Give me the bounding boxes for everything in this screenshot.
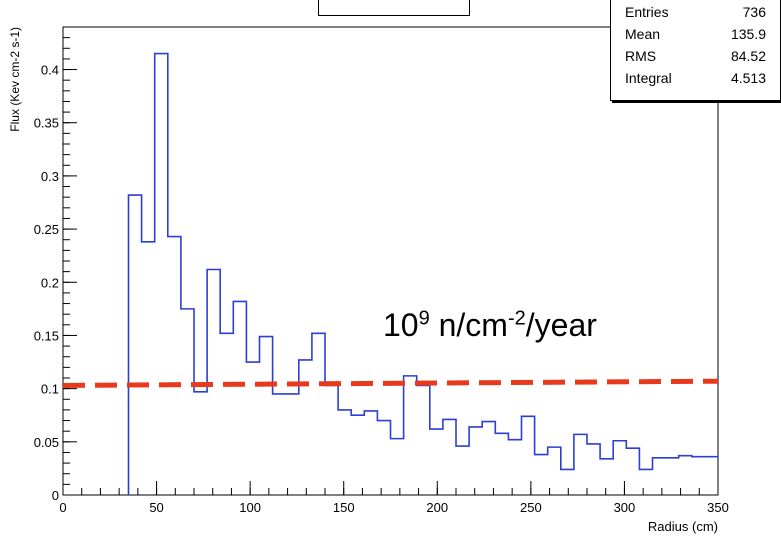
x-tick-label: 200: [426, 500, 448, 515]
x-tick-label: 100: [239, 500, 261, 515]
threshold-dashed-line: [62, 378, 719, 388]
annotation-unit: n/cm: [429, 307, 508, 343]
flux-threshold-annotation: 109 n/cm-2/year: [383, 307, 597, 344]
y-tick-label: 0.2: [41, 275, 59, 290]
title-box: [318, 0, 470, 16]
y-tick-label: 0: [52, 488, 59, 503]
y-tick-label: 0.1: [41, 382, 59, 397]
stats-value: 84.52: [730, 48, 766, 64]
y-tick-label: 0.35: [34, 116, 59, 131]
y-axis-title: Flux (Kev cm-2 s-1): [8, 27, 22, 132]
axis-labels: 0 0.05 0.1 0.15 0.2 0.25 0.3 0.35 0.4 0 50 100 150 20…: [8, 27, 729, 534]
annotation-base: 10: [383, 307, 419, 343]
y-tick-label: 0.4: [41, 63, 59, 78]
x-tick-label: 50: [149, 500, 163, 515]
stats-key: Entries: [625, 4, 669, 20]
stats-key: RMS: [625, 48, 657, 64]
x-axis-title: Radius (cm): [648, 519, 718, 534]
stats-row-mean: Mean 135.9: [611, 26, 780, 43]
stats-key: Integral: [625, 70, 672, 86]
histogram-series: [127, 52, 718, 495]
stats-box: Entries 736 Mean 135.9 RMS 84.52 Integra…: [610, 0, 781, 101]
x-tick-label: 350: [707, 500, 729, 515]
x-tick-label: 300: [614, 500, 636, 515]
y-tick-label: 0.15: [34, 328, 59, 343]
annotation-unit-exponent: -2: [507, 307, 526, 330]
stats-value: 135.9: [730, 26, 766, 42]
stats-key: Mean: [625, 26, 661, 42]
histogram-outline: [127, 52, 718, 495]
annotation-tail: /year: [525, 307, 597, 343]
stats-value: 4.513: [730, 70, 766, 86]
stats-row-integral: Integral 4.513: [611, 70, 780, 87]
stats-row-rms: RMS 84.52: [611, 48, 780, 65]
x-tick-label: 0: [59, 500, 66, 515]
y-tick-label: 0.25: [34, 222, 59, 237]
y-tick-label: 0.05: [34, 435, 59, 450]
x-tick-label: 250: [520, 500, 542, 515]
axes: [62, 26, 719, 496]
threshold-line-layer: [62, 378, 719, 388]
stats-value: 736: [742, 4, 766, 20]
annotation-exponent: 9: [418, 307, 430, 330]
x-tick-label: 150: [333, 500, 355, 515]
stats-row-entries: Entries 736: [611, 4, 780, 21]
y-tick-label: 0.3: [41, 169, 59, 184]
